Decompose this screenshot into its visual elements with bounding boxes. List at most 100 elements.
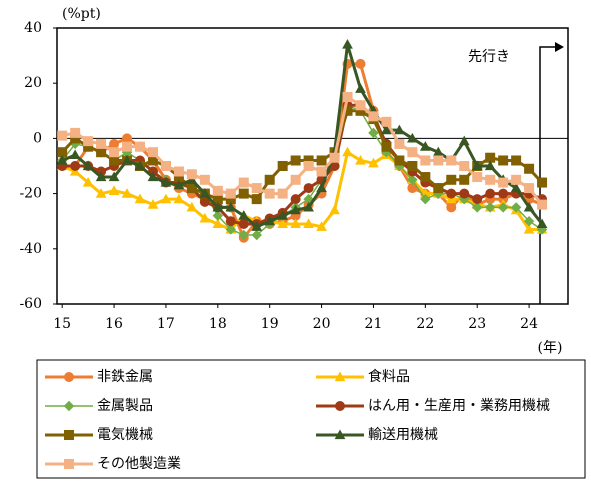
point [459, 174, 470, 185]
point [160, 177, 172, 187]
point [394, 138, 405, 149]
point [264, 188, 275, 199]
point [238, 177, 249, 188]
point [497, 202, 509, 213]
point [122, 141, 133, 152]
point [316, 221, 327, 231]
point [56, 154, 68, 165]
point [510, 202, 522, 213]
point [394, 124, 405, 135]
point [225, 201, 237, 212]
legend-marker [334, 371, 346, 382]
point [524, 183, 535, 194]
plot-frame [56, 27, 569, 305]
point [485, 188, 496, 199]
point [251, 229, 262, 241]
point [225, 216, 236, 227]
point [173, 179, 185, 190]
legend-marker [335, 401, 345, 411]
point [57, 130, 68, 141]
point [394, 155, 405, 166]
point [95, 171, 107, 182]
y-tick-label: 0 [33, 130, 42, 146]
point [186, 169, 197, 180]
point [199, 188, 211, 198]
point [458, 135, 470, 146]
y-tick-label: -40 [19, 241, 42, 257]
point [342, 39, 353, 49]
point [355, 83, 366, 93]
point [510, 182, 522, 193]
point [381, 116, 392, 127]
legend-marker [64, 459, 74, 469]
point [109, 155, 120, 166]
point [290, 204, 301, 215]
point [355, 58, 366, 69]
point [134, 193, 146, 204]
legend-label: 食料品 [368, 368, 410, 385]
point [147, 147, 158, 158]
point [407, 147, 418, 158]
point [407, 174, 418, 186]
point [472, 202, 483, 213]
point [511, 174, 522, 185]
point [108, 185, 120, 195]
legend-marker [334, 429, 346, 440]
point [446, 174, 457, 185]
x-tick-label: 21 [365, 316, 383, 332]
point [238, 218, 249, 229]
point [69, 165, 81, 176]
y-tick-label: 20 [24, 75, 42, 91]
point [225, 188, 236, 199]
point [433, 155, 444, 166]
point [329, 204, 340, 215]
point [316, 166, 327, 177]
point [251, 183, 262, 194]
x-tick-label: 24 [520, 316, 538, 332]
point [251, 194, 262, 205]
point [83, 136, 94, 147]
point [173, 166, 184, 177]
point [134, 160, 146, 171]
point [537, 199, 548, 210]
point [419, 141, 431, 151]
point [368, 157, 379, 168]
point [433, 183, 444, 194]
y-tick-label: -60 [19, 296, 42, 312]
point [121, 154, 133, 165]
point [523, 201, 535, 212]
point [316, 155, 327, 166]
point [70, 127, 81, 138]
point [212, 218, 224, 229]
point [355, 154, 366, 165]
point [212, 185, 223, 196]
point [472, 194, 483, 205]
forecast-arrow [539, 46, 556, 304]
legend-marker [63, 400, 75, 412]
point [498, 188, 509, 199]
point [342, 105, 353, 116]
point [199, 212, 211, 223]
point [290, 194, 301, 205]
point [290, 218, 301, 229]
legend-label: その他製造業 [97, 456, 181, 472]
point [264, 174, 275, 185]
point [186, 174, 198, 184]
point [355, 100, 366, 111]
point [199, 174, 210, 185]
point [277, 218, 289, 229]
point [277, 161, 288, 171]
legend-label: 非鉄金属 [97, 369, 153, 385]
point [109, 138, 120, 149]
y-unit-label: (%pt) [62, 6, 101, 22]
point [147, 171, 159, 182]
point [135, 141, 146, 152]
point [471, 160, 483, 171]
x-tick-label: 18 [209, 316, 227, 332]
legend-label: 金属製品 [97, 398, 153, 414]
point [303, 183, 314, 194]
point [459, 188, 470, 199]
point [290, 155, 301, 166]
point [95, 188, 107, 198]
